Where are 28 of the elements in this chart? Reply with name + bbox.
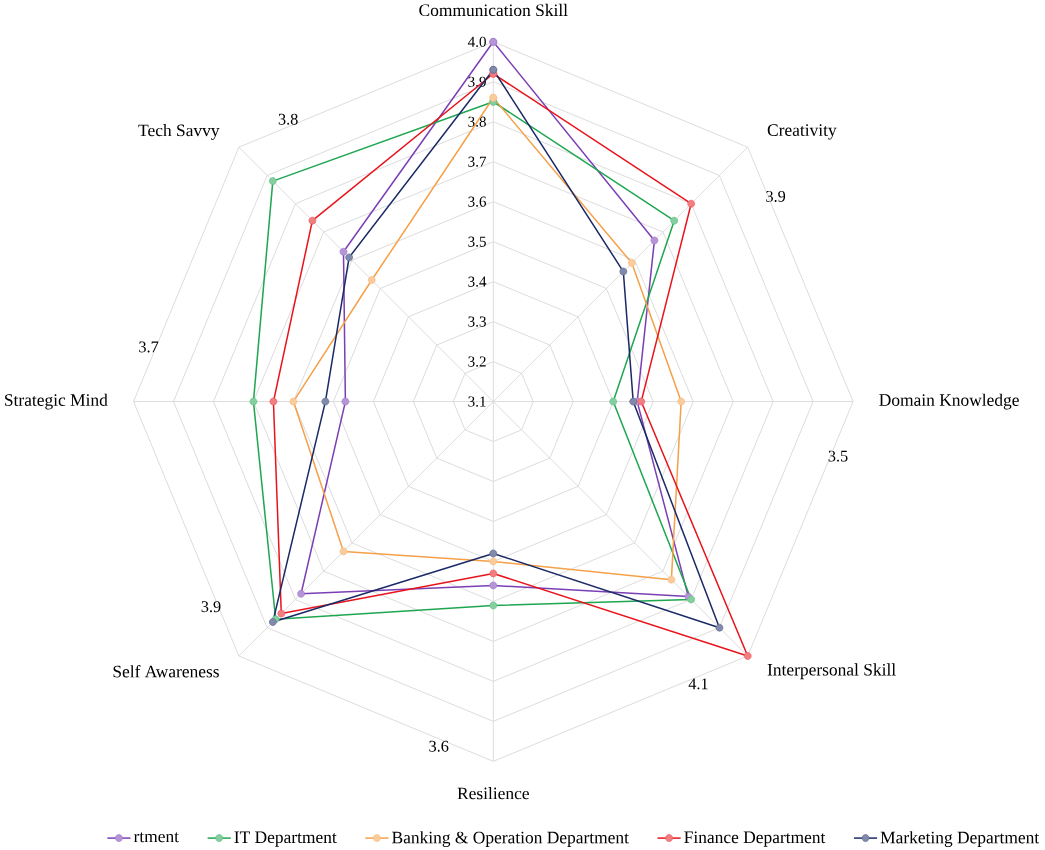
- spoke-label: Tech Savvy: [138, 124, 220, 140]
- legend-label: IT Department: [234, 831, 337, 847]
- text: 3.9: [201, 601, 221, 613]
- y-tick-label: 4.0: [467, 36, 486, 48]
- y-tick-label: 3.1: [468, 396, 486, 407]
- legend-label: Marketing Department: [880, 831, 1040, 848]
- text: 3.8: [278, 113, 298, 125]
- y-tick-label: 3.6: [468, 196, 487, 207]
- spoke-label: Communication Skill: [419, 4, 568, 17]
- text: 3.9: [766, 191, 786, 203]
- spoke-label: Domain Knowledge: [879, 393, 1019, 410]
- spoke-label: Strategic Mind: [5, 393, 108, 410]
- y-tick-label: 3.4: [468, 276, 487, 287]
- y-tick-label: 3.5: [468, 236, 486, 247]
- legend-label: rtment: [133, 832, 179, 843]
- legend-label: Banking & Operation Department: [392, 831, 629, 848]
- spoke-label: Resilience: [457, 787, 529, 800]
- y-tick-label: 3.2: [468, 356, 486, 367]
- spoke-label: Interpersonal Skill: [767, 663, 896, 680]
- legend-label: Finance Department: [684, 831, 826, 847]
- y-tick-label: 3.7: [468, 156, 487, 167]
- text: 3.7: [139, 341, 159, 353]
- text: 4.1: [688, 678, 708, 690]
- text: 3.6: [429, 740, 449, 752]
- text: 3.5: [828, 450, 848, 462]
- spoke-label: Self Awareness: [113, 665, 219, 678]
- y-tick-label: 3.3: [468, 316, 486, 327]
- spoke-label: Creativity: [767, 124, 837, 140]
